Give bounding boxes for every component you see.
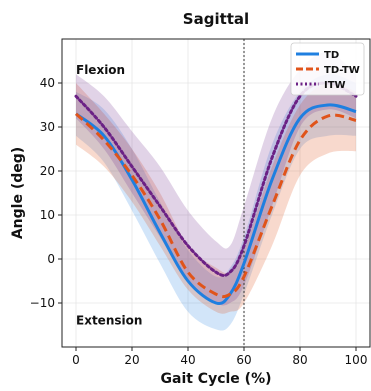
series-line-td xyxy=(75,103,357,306)
y-tick-label: −10 xyxy=(30,296,55,310)
band-td xyxy=(76,74,356,331)
y-axis-title: Angle (deg) xyxy=(10,147,26,239)
legend-box xyxy=(290,42,365,96)
x-tick-label: 0 xyxy=(72,353,80,367)
chart-title: Sagittal xyxy=(183,10,249,28)
series-line-itw xyxy=(74,81,358,277)
series-line-td-tw xyxy=(74,112,357,299)
y-tick-label: 10 xyxy=(40,208,55,222)
x-axis-title: Gait Cycle (%) xyxy=(161,371,272,387)
x-tick-label: 80 xyxy=(292,353,307,367)
plot-content xyxy=(74,39,358,347)
legend-label-itw: ITW xyxy=(324,80,346,91)
y-tick-label: 40 xyxy=(40,76,55,90)
band-itw xyxy=(76,52,356,306)
legend-label-td-tw: TD-TW xyxy=(324,65,360,76)
annotation-flexion: Flexion xyxy=(76,63,125,77)
x-tick-label: 20 xyxy=(124,353,139,367)
plot-frame xyxy=(61,38,371,348)
y-tick-label: 20 xyxy=(40,164,55,178)
x-tick-label: 100 xyxy=(345,353,368,367)
y-tick-label: 30 xyxy=(40,120,55,134)
legend: TD TD-TW ITW xyxy=(290,42,365,96)
x-tick-label: 60 xyxy=(236,353,251,367)
band-td-tw xyxy=(76,82,356,314)
legend-label-td: TD xyxy=(324,50,339,61)
y-tick-label: 0 xyxy=(47,252,55,266)
annotation-extension: Extension xyxy=(76,314,142,328)
x-tick-label: 40 xyxy=(180,353,195,367)
